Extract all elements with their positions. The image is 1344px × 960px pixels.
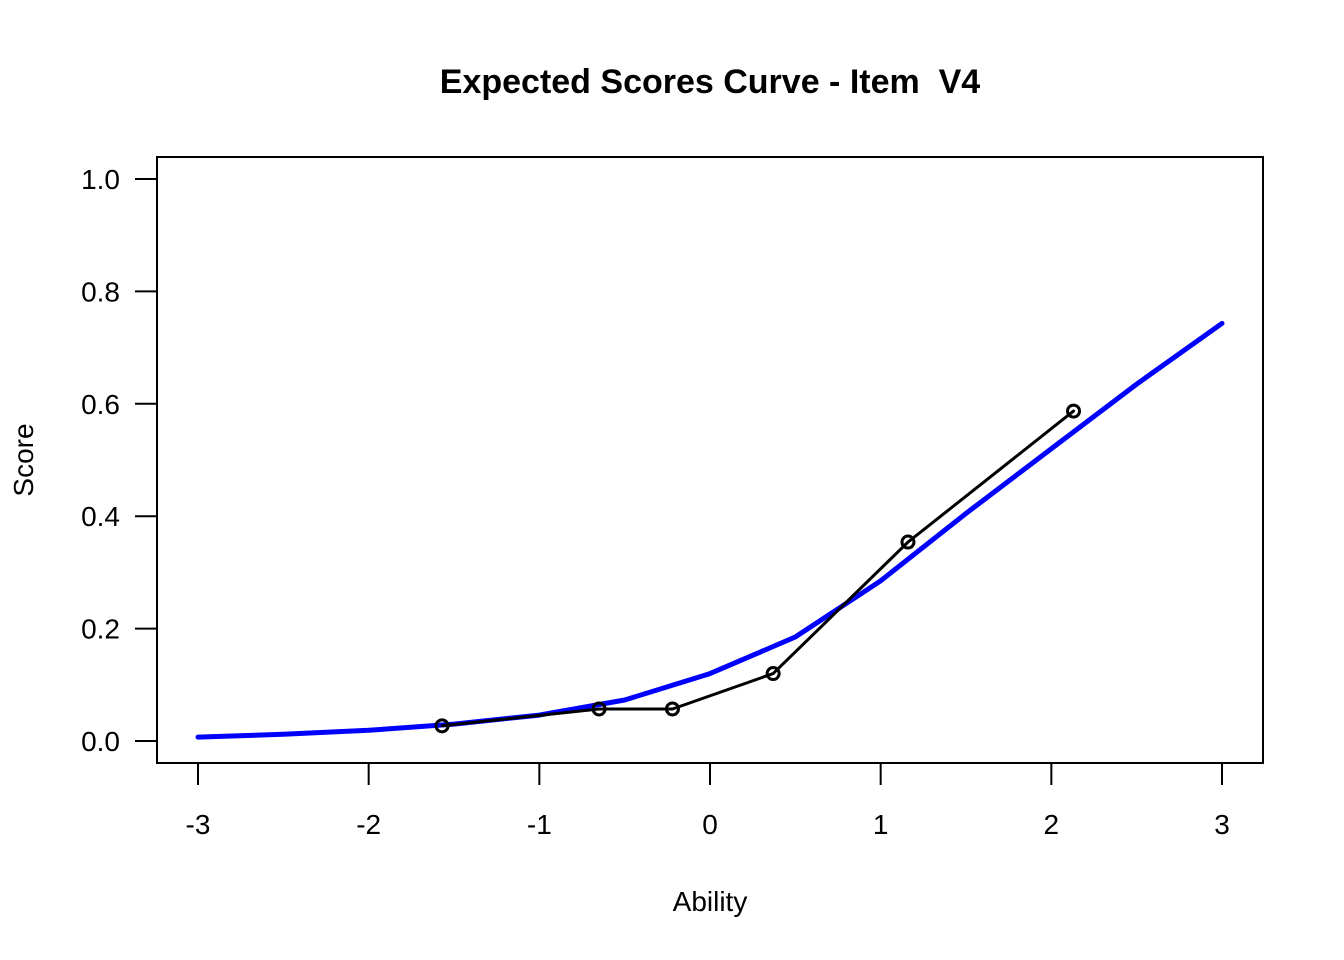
observed-point xyxy=(664,701,680,717)
y-tick-label: 1.0 xyxy=(81,164,120,195)
observed-point xyxy=(900,534,916,550)
expected-score-curve xyxy=(195,320,1225,740)
series-layer xyxy=(195,320,1225,740)
x-tick-label: 2 xyxy=(1044,809,1060,840)
y-tick-label: 0.4 xyxy=(81,501,120,532)
x-axis: -3 -2 -1 0 1 2 3 xyxy=(186,762,1230,840)
observed-point xyxy=(434,718,450,734)
chart-title: Expected Scores Curve - Item V4 xyxy=(440,63,981,101)
observed-point xyxy=(765,666,781,682)
y-tick-label: 0.2 xyxy=(81,614,120,645)
x-tick-label: 1 xyxy=(873,809,889,840)
observed-score-line xyxy=(440,409,1075,728)
observed-point xyxy=(591,701,607,717)
y-tick-label: 0.0 xyxy=(81,726,120,757)
x-tick-label: -1 xyxy=(527,809,552,840)
y-tick-label: 0.8 xyxy=(81,276,120,307)
x-tick-label: 3 xyxy=(1214,809,1230,840)
x-tick-label: 0 xyxy=(702,809,718,840)
y-tick-label: 0.6 xyxy=(81,389,120,420)
x-tick-label: -2 xyxy=(356,809,381,840)
x-axis-label: Ability xyxy=(673,886,748,917)
observed-point xyxy=(1066,403,1082,419)
y-axis-label: Score xyxy=(8,423,39,496)
x-tick-label: -3 xyxy=(186,809,211,840)
y-axis: 0.0 0.2 0.4 0.6 0.8 1.0 xyxy=(81,164,158,757)
